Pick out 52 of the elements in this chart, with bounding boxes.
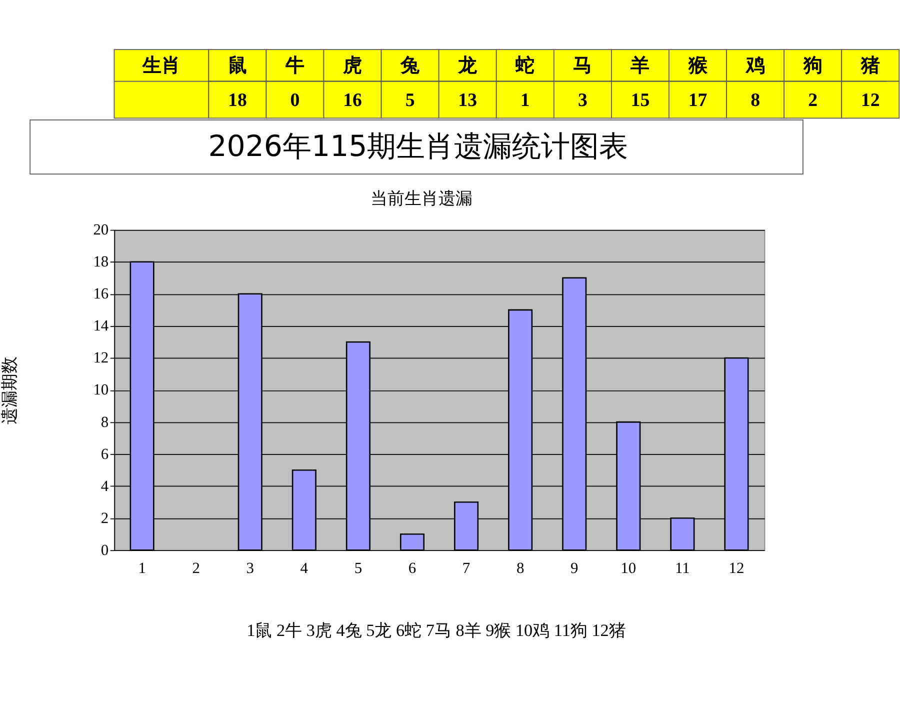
text: 1鼠 2牛 3虎 4兔 5龙 6蛇 7马 8羊 9猴 10鸡 11狗 12猪: [246, 621, 626, 640]
category-label: 猪: [860, 54, 880, 76]
category-label: 猴: [687, 55, 708, 76]
data-label: 17: [688, 90, 708, 111]
y-tick-label: 18: [93, 254, 109, 271]
category-label: 马: [573, 55, 592, 76]
y-tick-label: 16: [93, 286, 109, 303]
category-label: 蛇: [514, 54, 535, 76]
x-tick-label: 12: [728, 560, 744, 577]
y-tick-label: 6: [100, 446, 109, 463]
data-label: 5: [405, 90, 415, 111]
data-label: 2: [808, 90, 818, 111]
category-label: 兔: [400, 55, 421, 76]
x-tick-label: 7: [462, 560, 470, 577]
category-label: 虎: [342, 54, 362, 76]
y-tick-label: 4: [100, 478, 109, 495]
x-tick-label: 2: [192, 560, 200, 577]
x-tick-label: 5: [354, 560, 362, 577]
chart-title: 2026年115期生肖遗漏统计图表: [208, 129, 628, 163]
category-label: 鼠: [228, 54, 247, 76]
x-tick-label: 9: [570, 560, 579, 577]
data-label: 15: [630, 90, 650, 111]
data-label: 0: [290, 90, 300, 111]
category-label: 狗: [802, 55, 822, 76]
category-label: 羊: [630, 55, 650, 76]
y-tick-label: 14: [93, 318, 109, 335]
y-tick-label: 20: [93, 222, 109, 239]
data-label: 1: [520, 90, 530, 111]
x-tick-label: 6: [408, 560, 416, 577]
y-tick-label: 8: [100, 414, 109, 431]
x-tick-label: 8: [516, 560, 524, 577]
category-label: 牛: [284, 54, 304, 76]
x-tick-label: 3: [246, 560, 254, 577]
data-label: 13: [458, 90, 478, 111]
y-tick-label: 0: [100, 542, 109, 559]
data-label: 18: [228, 90, 247, 111]
y-axis-title: 遗漏期数: [0, 356, 20, 424]
data-label: 3: [578, 90, 588, 111]
x-tick-label: 11: [675, 560, 690, 577]
x-tick-label: 1: [138, 560, 146, 577]
chart-subtitle: 当前生肖遗漏: [370, 189, 473, 208]
category-label: 鸡: [744, 55, 765, 76]
category-label: 龙: [457, 54, 478, 76]
data-label: 8: [750, 90, 760, 111]
data-label: 16: [343, 90, 362, 111]
text: 生肖: [141, 54, 180, 76]
data-label: 12: [860, 90, 880, 111]
y-tick-label: 12: [93, 350, 109, 367]
x-tick-label: 10: [620, 560, 636, 577]
y-tick-label: 10: [93, 382, 109, 399]
x-tick-label: 4: [300, 560, 308, 577]
y-tick-label: 2: [100, 510, 109, 527]
